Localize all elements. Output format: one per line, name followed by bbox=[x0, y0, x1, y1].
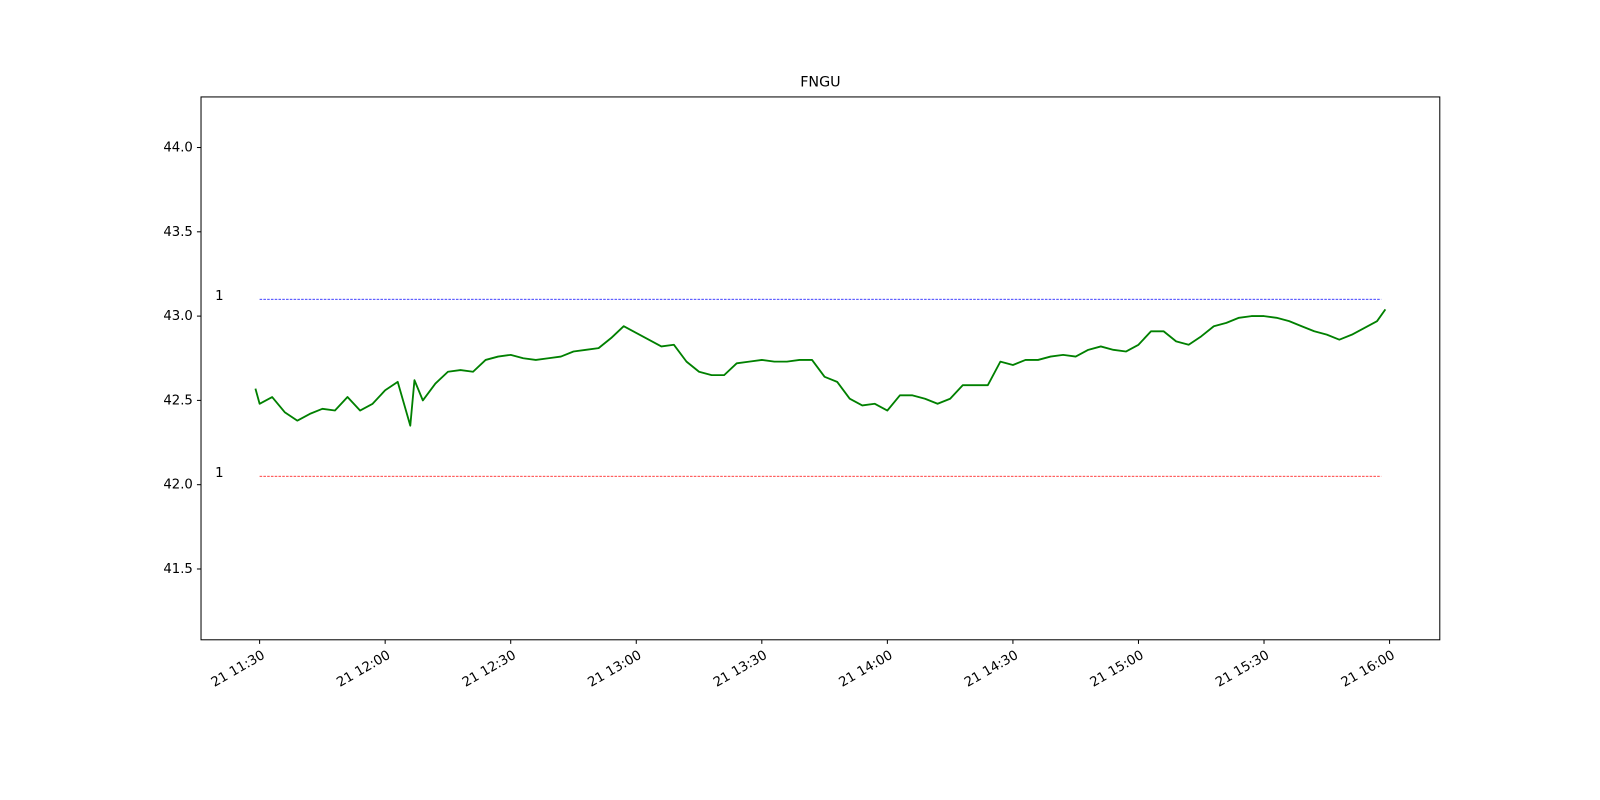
y-tick-label: 43.5 bbox=[163, 225, 193, 240]
y-tick-label: 41.5 bbox=[163, 562, 193, 577]
y-tick-label: 42.0 bbox=[163, 478, 193, 493]
plot-frame bbox=[200, 96, 1441, 641]
chart-title: FNGU bbox=[800, 75, 840, 91]
reference-label: 1 bbox=[215, 289, 223, 304]
price-line bbox=[254, 308, 1387, 427]
reference-label: 1 bbox=[215, 466, 223, 481]
y-tick-label: 44.0 bbox=[163, 141, 193, 156]
y-tick-label: 43.0 bbox=[163, 309, 193, 324]
y-tick-label: 42.5 bbox=[163, 393, 193, 408]
